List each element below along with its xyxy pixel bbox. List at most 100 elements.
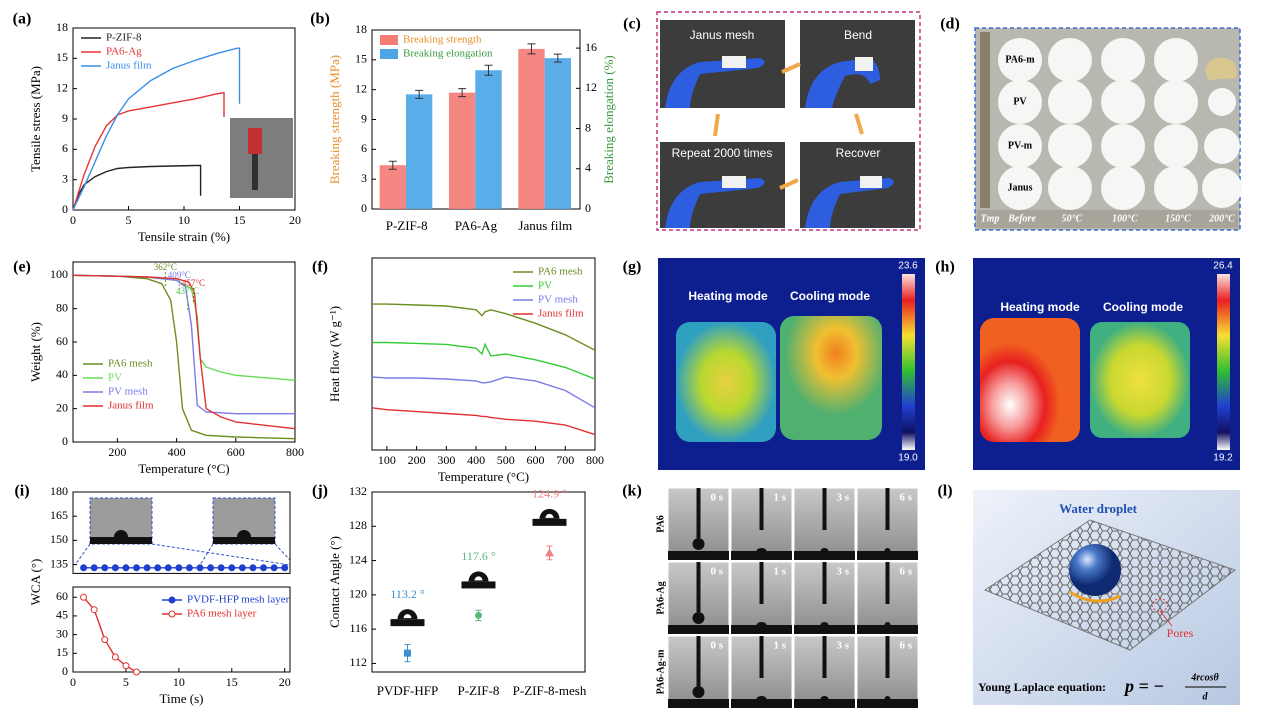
y-tick-label: 60 [56, 589, 68, 603]
plot-frame [72, 491, 291, 574]
sample [1101, 166, 1145, 210]
colorbar [1217, 274, 1230, 450]
needle [885, 488, 890, 530]
scale-max: 23.6 [898, 261, 918, 272]
sample [1202, 168, 1242, 208]
error-bar [484, 64, 493, 76]
step-label: Repeat 2000 times [672, 146, 773, 160]
sample [1154, 124, 1198, 168]
surface [857, 625, 918, 634]
glove [665, 178, 765, 228]
bar [475, 70, 502, 209]
contact-line [1069, 590, 1121, 603]
x-tick-label: 5 [123, 675, 129, 689]
droplet-photo-base [532, 518, 567, 526]
bar [379, 165, 406, 209]
panel-label: (a) [13, 11, 32, 28]
mesh-band [860, 176, 882, 188]
column-label: 150°C [1165, 213, 1191, 224]
marker [154, 564, 162, 572]
formula-numerator: 4rcosθ [1190, 672, 1219, 683]
value-label: 113.2 ° [390, 587, 425, 601]
panel-border [656, 11, 921, 231]
sample [1101, 124, 1145, 168]
legend-label: Janus film [108, 400, 154, 412]
sample [1048, 166, 1092, 210]
samples [998, 38, 1242, 210]
x-tick-label: 300 [437, 453, 455, 467]
marker [475, 611, 482, 619]
surface [794, 699, 855, 708]
marker [111, 564, 119, 572]
marker [175, 564, 183, 572]
time-label: 0 s [710, 640, 723, 652]
step-label: Janus mesh [690, 28, 755, 42]
bar [405, 94, 433, 209]
marker [270, 564, 278, 572]
sample [1101, 38, 1145, 82]
mode-label: Heating mode [688, 289, 768, 303]
surface [794, 551, 855, 560]
sample [998, 38, 1042, 82]
panel-g: (g) Heating mode Cooling mode 23.6 19.0 [623, 258, 925, 470]
panel-l: (l) Water droplet Pores Young Laplace eq… [937, 483, 1240, 705]
step-label: Bend [844, 28, 872, 42]
y-tick-label: 9 [361, 111, 367, 125]
panel-c: (c) Janus mesh Bend Repeat 2000 times Re… [623, 11, 921, 231]
label-strip [977, 210, 1238, 228]
y-axis-label: Weight (%) [28, 322, 43, 382]
surface [668, 551, 729, 560]
glove [805, 178, 894, 228]
time-label: 0 s [710, 566, 723, 578]
heating-sample [980, 318, 1080, 442]
x-tick-label: 0 [70, 213, 76, 227]
marker [168, 596, 176, 604]
time-label: 3 s [836, 492, 849, 504]
panel-label: (c) [623, 16, 641, 33]
legend-label: PA6 mesh [108, 358, 153, 370]
y-axis-label: Heat flow (W g⁻¹) [327, 306, 342, 402]
inset-clamp [248, 128, 262, 154]
equation-label: Young Laplace equation: [978, 680, 1106, 694]
x-tick-label: 5 [126, 213, 132, 227]
time-label: 3 s [836, 640, 849, 652]
y-tick-label: 45 [56, 608, 68, 622]
y-tick-label: 12 [355, 81, 367, 95]
x-tick-label: Janus film [518, 218, 572, 233]
marker [164, 564, 172, 572]
droplet-highlight [545, 513, 554, 518]
marker [90, 564, 98, 572]
droplet [884, 622, 891, 628]
heating-sample [676, 322, 776, 442]
marker [80, 564, 88, 572]
inset-surface [90, 537, 152, 544]
error-bar [553, 53, 562, 63]
panel-label: (b) [310, 11, 330, 28]
y2-tick-label: 8 [585, 120, 591, 134]
inset-droplet [237, 530, 251, 537]
column-label: 200°C [1208, 213, 1235, 224]
time-label: 3 s [836, 566, 849, 578]
droplet [756, 622, 767, 628]
needle [696, 636, 701, 686]
marker [196, 564, 204, 572]
y-tick-label: 135 [50, 556, 68, 570]
droplet-highlight [403, 614, 412, 619]
colorbar [902, 274, 915, 450]
surface [731, 551, 792, 560]
row-label: PA6-m [1005, 54, 1035, 65]
legend-label: PA6 mesh layer [187, 608, 257, 620]
x-tick-label: 200 [108, 445, 126, 459]
y-tick-label: 60 [56, 334, 68, 348]
x-tick-label: 0 [70, 675, 76, 689]
x-tick-label: 15 [226, 675, 238, 689]
sample [1205, 57, 1237, 80]
marker [90, 606, 98, 614]
y-tick-label: 15 [56, 645, 68, 659]
time-label: 1 s [773, 640, 786, 652]
legend-label: Janus film [538, 308, 584, 320]
error-bar [458, 88, 467, 98]
row-label: PA6-Ag [655, 581, 666, 614]
x-tick-label: 20 [279, 675, 291, 689]
legend-label: PVDF-HFP mesh layer [187, 594, 290, 606]
